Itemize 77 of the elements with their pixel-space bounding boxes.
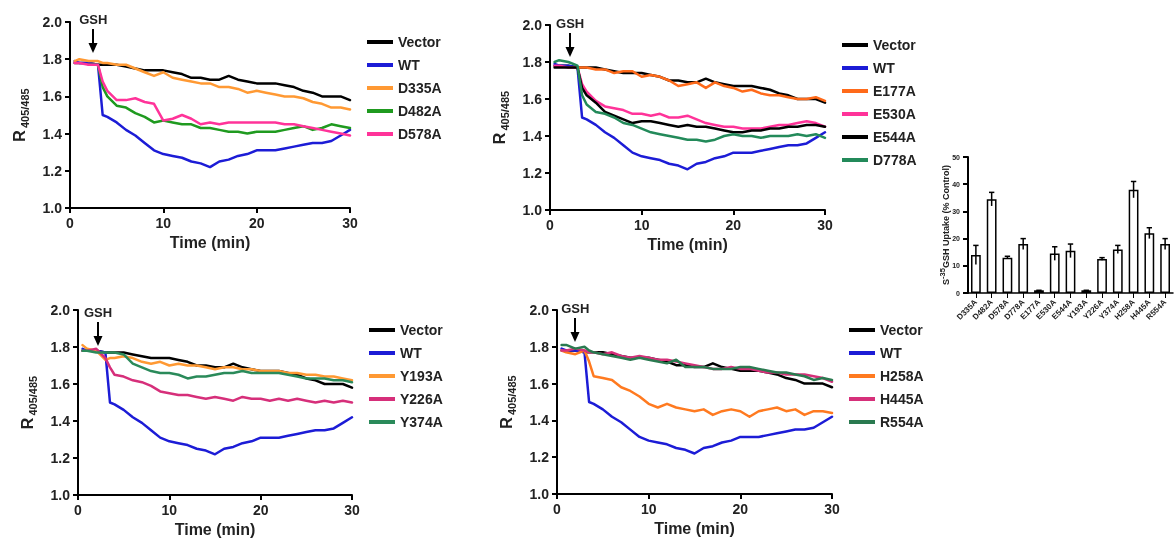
y-tick-label: 2.0: [42, 14, 63, 30]
legend-label: D778A: [873, 152, 917, 168]
legend-label: D482A: [398, 103, 442, 119]
annotation: GSH: [79, 11, 108, 27]
legend-label: Vector: [398, 34, 442, 50]
legend-label: Vector: [400, 322, 444, 338]
y-tick-label: 1.0: [42, 200, 63, 216]
y-tick-label: 1.0: [522, 202, 543, 218]
x-axis-title: Time (min): [174, 521, 256, 539]
y-tick-label: 2.0: [522, 17, 543, 33]
legend-label: D335A: [398, 80, 442, 96]
y-tick-label: 1.2: [522, 165, 543, 181]
legend-label: WT: [880, 345, 903, 361]
legend-label: WT: [398, 57, 421, 73]
line-series: [73, 57, 352, 111]
legend-label: H445A: [880, 391, 924, 407]
legend-label: E544A: [873, 129, 916, 145]
legend-label: WT: [873, 60, 896, 76]
line-series: [553, 58, 827, 143]
annotation: GSH: [83, 305, 113, 320]
x-tick-label: 10: [640, 501, 657, 517]
x-tick-label: 20: [248, 215, 265, 231]
x-tick-label: 20: [252, 502, 269, 518]
y-axis-title: R405/485: [19, 375, 39, 430]
legend-label: D578A: [398, 126, 442, 142]
x-tick-label: 30: [342, 215, 358, 231]
x-tick-label: 30: [817, 217, 833, 233]
y-tick-label: 1.4: [42, 125, 63, 142]
legend-label: Vector: [873, 37, 917, 53]
y-axis-title: R405/485: [11, 88, 31, 142]
y-tick-label: 1.6: [42, 88, 63, 105]
x-tick-label: 30: [344, 502, 360, 518]
x-axis-title: Time (min): [647, 236, 728, 254]
x-tick-label: 20: [732, 501, 749, 517]
legend-label: Vector: [880, 322, 924, 338]
y-tick-label: 1.2: [529, 449, 550, 466]
line-series: [81, 343, 354, 382]
y-tick-label: 2.0: [50, 302, 71, 318]
y-tick-label: 1.6: [529, 375, 550, 392]
legend-label: E530A: [873, 106, 916, 122]
legend-label: Y226A: [400, 391, 443, 407]
line-series: [560, 347, 834, 455]
y-tick-label: 1.8: [42, 51, 63, 68]
x-tick-label: 10: [633, 217, 650, 233]
y-tick-label: 1.8: [522, 54, 543, 70]
y-tick-label: 1.0: [529, 486, 550, 502]
y-axis-title: R405/485: [491, 90, 511, 145]
x-tick-label: 10: [155, 215, 172, 231]
y-tick-label: 1.4: [522, 128, 543, 144]
y-tick-label: 1.8: [529, 338, 550, 355]
annotation: GSH: [556, 16, 585, 32]
y-tick-label: 2.0: [529, 302, 550, 318]
line-series: [81, 347, 354, 456]
y-tick-label: 1.4: [529, 412, 550, 429]
line-series: [560, 349, 834, 418]
legend-label: H258A: [880, 368, 924, 384]
x-tick-label: 0: [74, 502, 83, 518]
y-tick-label: 1.0: [50, 487, 71, 503]
y-tick-label: 1.8: [50, 339, 71, 355]
y-tick-label: 1.6: [50, 376, 71, 392]
y-tick-label: 1.2: [42, 162, 63, 179]
annotation: GSH: [561, 301, 590, 317]
legend-label: WT: [400, 345, 423, 361]
x-tick-label: 20: [725, 217, 742, 233]
x-axis-title: Time (min): [169, 234, 251, 252]
x-tick-label: 10: [161, 502, 178, 518]
legend-label: R554A: [880, 414, 924, 430]
y-tick-label: 1.2: [50, 450, 71, 466]
legend-label: E177A: [873, 83, 916, 99]
y-tick-label: 1.4: [50, 413, 71, 429]
y-tick-label: 1.6: [522, 91, 543, 107]
x-axis-title: Time (min): [654, 520, 735, 538]
x-tick-label: 30: [824, 501, 840, 517]
legend-label: Y193A: [400, 368, 443, 384]
x-tick-label: 0: [553, 501, 562, 517]
legend-label: Y374A: [400, 414, 443, 430]
y-axis-title: R405/485: [498, 375, 518, 429]
